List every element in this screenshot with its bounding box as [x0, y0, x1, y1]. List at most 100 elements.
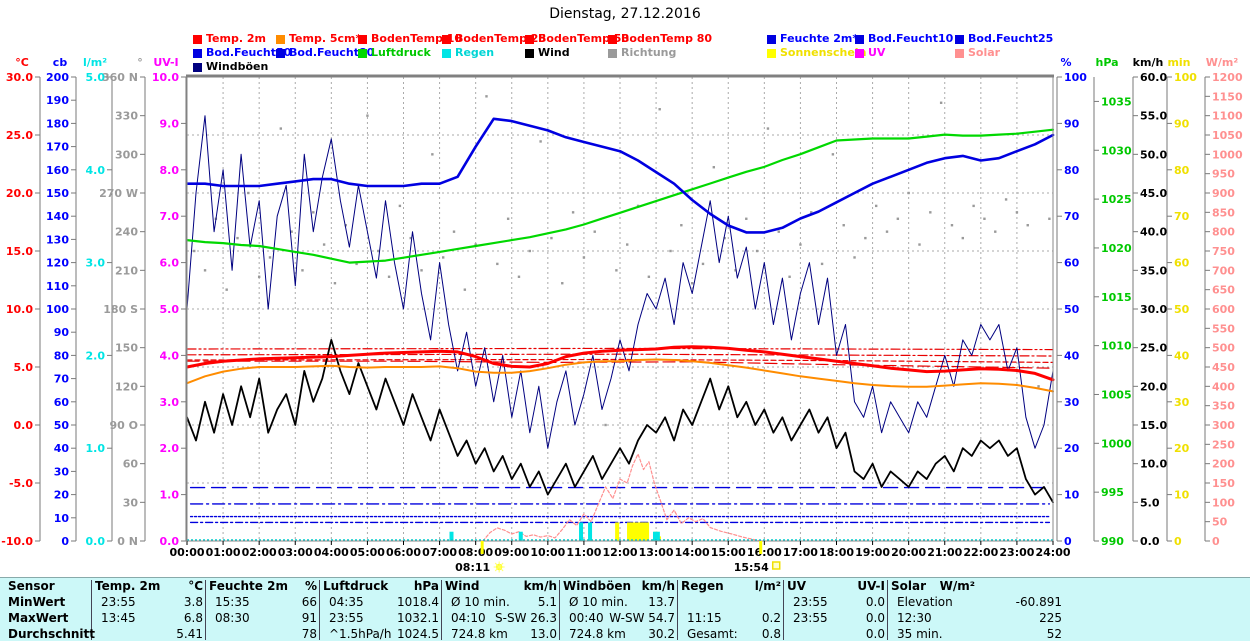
legend-swatch-icon	[193, 49, 202, 58]
axis-tick-label: 150	[1212, 477, 1235, 490]
axis-tick-label: 1050	[1212, 129, 1243, 142]
legend-item-bodentemp-10: BodenTemp 10	[358, 28, 462, 45]
axis-tick-label: 1015	[1101, 291, 1132, 304]
table-cell-time: 08:30	[215, 611, 250, 625]
table-column-separator	[319, 580, 320, 640]
legend-swatch-icon	[608, 35, 617, 44]
axis-tick-label: 110	[46, 280, 69, 293]
axis-tick-label: 15.0	[6, 245, 33, 258]
series-wind	[186, 339, 1054, 504]
table-cell: 0.0	[787, 626, 885, 641]
table-cell-value: 66	[301, 595, 317, 609]
legend-label: Bod.Feucht25	[968, 32, 1054, 45]
table-cell-time: Ø 10 min.	[451, 595, 510, 609]
table-cell: 12:30 225	[891, 610, 1062, 626]
table-col-sensor: Sensor MinWert MaxWert Durchschnitt	[8, 578, 95, 641]
axis-tick-label: 0	[61, 535, 69, 548]
axis-tick-label: 50	[1174, 303, 1190, 316]
legend-swatch-icon	[855, 49, 864, 58]
axis-tick-label: UV-I	[153, 56, 178, 69]
table-cell: 23:55 3.8	[95, 594, 203, 610]
axis-tick-label: 90	[54, 326, 70, 339]
axis-tick-label: 40	[54, 442, 70, 455]
legend-label: BodenTemp 25	[455, 32, 547, 45]
table-cell-value: 5.1	[537, 595, 557, 609]
table-col-name: Regen	[681, 579, 724, 593]
axis-tick-label: 04:00	[314, 546, 349, 559]
axis-tick-label: 40.0	[1140, 226, 1167, 239]
axis-tick-label: 7.0	[160, 210, 180, 223]
axis-tick-label: 02:00	[242, 546, 277, 559]
table-column-separator	[441, 580, 442, 640]
table-col-unit: hPa	[413, 579, 439, 593]
table-cell-time: 724.8 km	[451, 627, 508, 641]
axis-tick-label: 50	[1064, 303, 1080, 316]
table-cell-value: 91	[301, 611, 317, 625]
table-cell: 724.8 km 30.2	[563, 626, 675, 641]
legend-label: Richtung	[621, 46, 677, 59]
legend-item-bod-feucht80: Bod.Feucht80	[276, 42, 374, 59]
table-cell-value: 6.8	[183, 611, 203, 625]
table-cell: ^1.5hPa/h 1024.5	[323, 626, 439, 641]
table-cell-value: 78	[301, 627, 317, 641]
axis-tick-label: 35.0	[1140, 264, 1167, 277]
table-col-name: Temp. 2m	[95, 579, 161, 593]
axis-tick-label: 11:00	[566, 546, 601, 559]
axis-tick-label: 21:00	[927, 546, 962, 559]
axis-tick-label: 6.0	[160, 257, 180, 270]
axis-tick-label: 100	[1212, 496, 1235, 509]
axis-tick-label: 20	[1174, 442, 1190, 455]
table-column-separator	[91, 580, 92, 640]
axis-tick-label: 01:00	[206, 546, 241, 559]
table-cell: Gesamt: 0.8	[681, 626, 781, 641]
sunrise-time-label: 08:11	[455, 561, 490, 574]
axis-tick-label: 20.0	[6, 187, 33, 200]
table-cell-time: 23:55	[793, 595, 828, 609]
axis-tick-label: 1025	[1101, 193, 1132, 206]
axis-tick-label: 330	[115, 110, 138, 123]
table-cell-time: 15:35	[215, 595, 250, 609]
axis-tick-label: 300	[1212, 419, 1235, 432]
axis-tick-label: 30	[54, 465, 70, 478]
axis-tick-label: 10.0	[152, 71, 179, 84]
axis-tick-label: 850	[1212, 206, 1235, 219]
table-col-unit: UV-I	[857, 579, 885, 593]
sunset-time-label: 15:54	[734, 561, 769, 574]
series-regen	[449, 522, 660, 541]
legend-label: Windböen	[206, 60, 269, 73]
table-col-solar: Solar W/m² Elevation -60.891 12:30 225 35 min.…	[891, 578, 1062, 641]
table-cell: 04:10 S-SW 26.3	[445, 610, 557, 626]
axis-tick-label: %	[1060, 56, 1071, 69]
axis-tick-label: 1.0	[160, 489, 180, 502]
axis-tick-label: 50.0	[1140, 148, 1167, 161]
legend-label: Temp. 5cm*	[289, 32, 362, 45]
axis-tick-label: 120	[46, 257, 69, 270]
axis-tick-label: 100	[46, 303, 69, 316]
axis-uvi: UV-I 10.0 9.0 8.0 7.0 6.0 5.0 4.0 3.0 2.0 1.0 0.0	[152, 56, 187, 548]
axis-tick-label: 70	[1174, 210, 1190, 223]
axis-tick-label: 200	[1212, 458, 1235, 471]
axis-tick-label: 0.0	[1140, 535, 1160, 548]
axis-tick-label: 550	[1212, 322, 1235, 335]
axis-tick-label: 650	[1212, 284, 1235, 297]
axis-tick-label: 9.0	[160, 117, 180, 130]
axis-tick-label: 1.0	[86, 442, 106, 455]
axis-tick-label: 09:00	[494, 546, 529, 559]
axis-tick-label: 8.0	[160, 164, 180, 177]
axis-tick-label: 750	[1212, 245, 1235, 258]
table-col-name: Luftdruck	[323, 579, 389, 593]
axis-tick-label: 1010	[1101, 340, 1132, 353]
axis-tick-label: 400	[1212, 380, 1235, 393]
axis-tick-label: 150	[46, 187, 69, 200]
legend-item-sonnenschein: Sonnenschein	[767, 42, 866, 59]
axis-tick-label: 55.0	[1140, 110, 1167, 123]
axis-tick-label: 30	[123, 496, 139, 509]
axis-tick-label: 270 W	[99, 187, 138, 200]
axis-tick-label: 40	[1064, 349, 1080, 362]
plot-border	[186, 74, 1058, 542]
axis-tick-label: 20:00	[891, 546, 926, 559]
axis-tick-label: -10.0	[1, 535, 33, 548]
legend-swatch-icon	[276, 49, 285, 58]
